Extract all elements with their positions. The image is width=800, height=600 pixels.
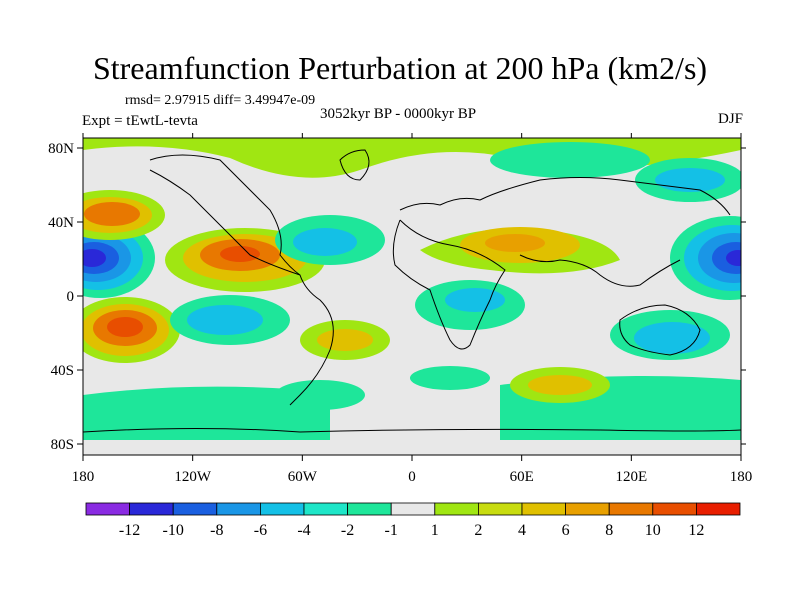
colorbar-cell [565,502,610,516]
colorbar-cell [521,502,566,516]
coastlines [83,149,741,433]
colorbar-label: 6 [562,522,570,539]
colorbar-cell [347,502,392,516]
lon-tick-label: 120W [174,469,212,485]
lon-tick-label: 180 [72,469,95,485]
colorbar-cell [216,502,261,516]
lon-ticks: 180 120W 60W 0 60E 120E 180 [72,133,753,485]
colorbar-label: -6 [254,522,267,539]
colorbar-cell [85,502,130,516]
colorbar-label: -10 [163,522,184,539]
colorbar-label: 8 [605,522,613,539]
colorbar-cell [129,502,174,516]
contour-fill [83,138,741,455]
colorbar-cell [172,502,218,516]
lat-tick-label: 80N [48,141,74,157]
lat-tick-label: 0 [67,289,75,305]
colorbar-cell [608,502,654,516]
lon-tick-label: 180 [730,469,753,485]
colorbar-label: 10 [645,522,661,539]
colorbar-label: 12 [688,522,704,539]
chart-title: Streamfunction Perturbation at 200 hPa (… [92,50,708,86]
lon-tick-label: 60E [510,469,534,485]
season-label: DJF [717,111,743,127]
lat-tick-label: 40S [51,363,74,379]
colorbar-label: -4 [297,522,310,539]
lon-tick-label: 120E [615,469,647,485]
colorbar-cell [652,502,697,516]
colorbar-label: -12 [119,522,140,539]
lat-tick-label: 80S [51,437,74,453]
colorbar-cell [303,502,348,516]
colorbar-labels: -12 -10 -8 -6 -4 -2 -1 1 2 4 6 8 10 12 [119,522,704,539]
colorbar-cells [85,502,741,516]
colorbar-label: 4 [518,522,526,539]
colorbar-label: -2 [341,522,354,539]
colorbar-label: -1 [385,522,398,539]
stats-line: rmsd= 2.97915 diff= 3.49947e-09 [125,93,316,108]
colorbar-label: 2 [474,522,482,539]
colorbar-cell [434,502,479,516]
colorbar-cell [390,502,436,516]
colorbar-cell [259,502,305,516]
experiment-label: Expt = tEwtL-tevta [82,113,198,129]
period-label: 3052kyr BP - 0000kyr BP [320,106,477,122]
colorbar-label: -8 [210,522,223,539]
colorbar-cell [696,502,741,516]
lon-tick-label: 0 [408,469,416,485]
lat-ticks: 80N 40N 0 40S 80S [48,141,746,453]
lat-tick-label: 40N [48,215,74,231]
colorbar-label: 1 [431,522,439,539]
lon-tick-label: 60W [288,469,318,485]
colorbar-cell [477,502,523,516]
